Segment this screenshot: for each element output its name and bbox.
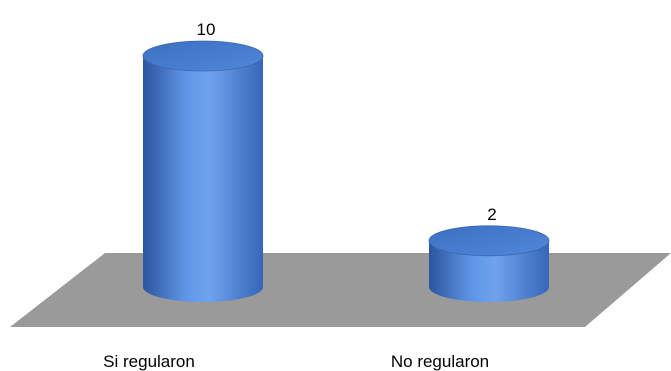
bar xyxy=(428,225,550,302)
bars-group xyxy=(142,40,550,302)
bar-body xyxy=(143,56,263,302)
category-label: Si regularon xyxy=(103,352,195,371)
data-label: 2 xyxy=(487,205,496,224)
bar-top xyxy=(428,225,550,257)
bar-body xyxy=(429,240,549,302)
bar-top xyxy=(142,40,264,72)
bar xyxy=(142,40,264,302)
data-label: 10 xyxy=(197,20,216,39)
chart-floor xyxy=(10,253,671,327)
category-label: No regularon xyxy=(391,352,489,371)
